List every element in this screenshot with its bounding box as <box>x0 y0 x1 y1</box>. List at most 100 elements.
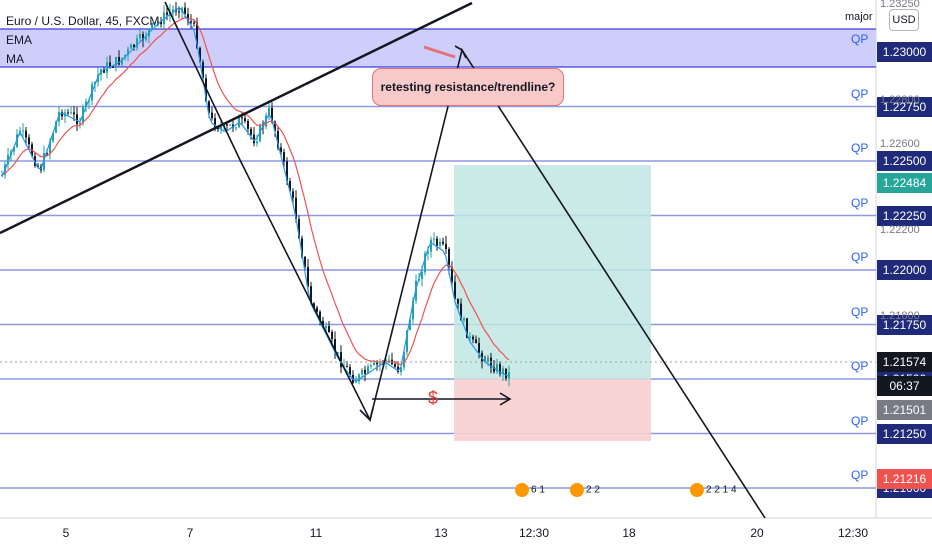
candle-body <box>403 351 405 368</box>
price-tick: 1.23250 <box>880 0 920 10</box>
candle-body <box>445 243 447 250</box>
candle-body <box>229 124 231 126</box>
candle-body <box>475 339 477 344</box>
candle-body <box>442 241 444 244</box>
ma-line <box>1 7 510 383</box>
candle-body <box>436 238 438 246</box>
candle-body <box>7 154 9 165</box>
candle-body <box>406 330 408 352</box>
qp-label: QP <box>851 32 869 46</box>
candle-body <box>304 256 306 267</box>
event-flag-3[interactable]: 2 2 1 4 <box>690 483 737 497</box>
qp-label: QP <box>851 86 869 101</box>
event-flag-1[interactable]: 6 1 <box>515 483 545 497</box>
price-level-label: 1.22500 <box>877 151 932 171</box>
candle-body <box>310 286 312 304</box>
candle-body <box>25 130 27 138</box>
candle-body <box>499 364 501 374</box>
candle-body <box>145 36 147 40</box>
price-level-label: 1.22250 <box>877 205 932 226</box>
candle-body <box>121 57 123 65</box>
candle-body <box>184 7 186 14</box>
candle-body <box>283 152 285 162</box>
candle-body <box>358 374 360 382</box>
candle-body <box>118 56 120 65</box>
candle-body <box>427 251 429 254</box>
candle-body <box>430 239 432 252</box>
candle-body <box>325 326 327 328</box>
x-tick-label: 18 <box>622 526 636 540</box>
candle-body <box>328 326 330 333</box>
candle-body <box>250 128 252 135</box>
qp-label: QP <box>851 359 869 373</box>
candle-body <box>214 118 216 129</box>
candle-body <box>196 22 198 48</box>
candle-body <box>331 332 333 340</box>
candle-body <box>133 44 135 48</box>
candle-body <box>37 165 39 167</box>
flag-icon <box>570 483 584 497</box>
price-tag: 1.21574 <box>877 352 932 372</box>
x-tick-label: 20 <box>750 526 764 540</box>
candle-body <box>142 34 144 40</box>
x-tick-label: 13 <box>434 526 448 540</box>
candle-body <box>130 44 132 49</box>
candle-body <box>298 219 300 239</box>
candle-body <box>340 352 342 368</box>
candle-body <box>373 362 375 366</box>
candle-body <box>496 364 498 372</box>
price-tag: 1.22484 <box>877 173 932 193</box>
candle-body <box>313 303 315 308</box>
price-tick: 1.22200 <box>880 224 920 236</box>
candle-body <box>136 38 138 48</box>
candle-body <box>187 13 189 22</box>
candle-body <box>472 336 474 340</box>
candle-body <box>241 117 243 119</box>
candle-body <box>478 343 480 353</box>
candle-body <box>451 266 453 282</box>
candle-body <box>253 134 255 144</box>
candle-body <box>289 180 291 192</box>
candle-body <box>217 128 219 130</box>
candle-body <box>73 112 75 115</box>
candle-body <box>160 21 162 25</box>
candle-body <box>433 238 435 240</box>
candle-body <box>508 372 510 379</box>
candle-body <box>193 22 195 24</box>
candle-body <box>49 141 51 154</box>
currency-button[interactable]: USD <box>889 9 919 31</box>
candle-body <box>190 21 192 23</box>
candle-body <box>166 12 168 15</box>
candle-body <box>454 281 456 299</box>
candle-body <box>379 362 381 365</box>
candle-body <box>337 352 339 354</box>
candle-body <box>394 364 396 367</box>
candle-body <box>247 121 249 129</box>
annotation-callout[interactable]: retesting resistance/trendline? <box>372 68 564 106</box>
qp-label: QP <box>851 413 869 428</box>
price-tick: 1.22800 <box>880 94 920 106</box>
candle-body <box>316 307 318 312</box>
candle-body <box>199 47 201 63</box>
candle-body <box>448 249 450 267</box>
candle-body <box>70 112 72 114</box>
candle-body <box>349 367 351 375</box>
candle-body <box>115 56 117 68</box>
x-tick-label: 12:30 <box>837 526 869 540</box>
candle-body <box>319 311 321 321</box>
candle-body <box>412 300 414 320</box>
scale-label: major <box>845 11 873 23</box>
x-tick-label: 12:30 <box>518 526 550 540</box>
event-flag-2[interactable]: 2 2 <box>570 483 600 497</box>
candle-body <box>109 62 111 67</box>
candle-body <box>355 381 357 383</box>
candle-body <box>364 370 366 374</box>
candle-body <box>67 112 69 114</box>
candle-body <box>106 62 108 73</box>
candle-body <box>55 121 57 133</box>
take-profit-zone <box>454 165 651 379</box>
candle-body <box>22 130 24 132</box>
candle-body <box>202 62 204 79</box>
candle-body <box>244 118 246 122</box>
price-tag: 06:37 <box>877 376 932 396</box>
